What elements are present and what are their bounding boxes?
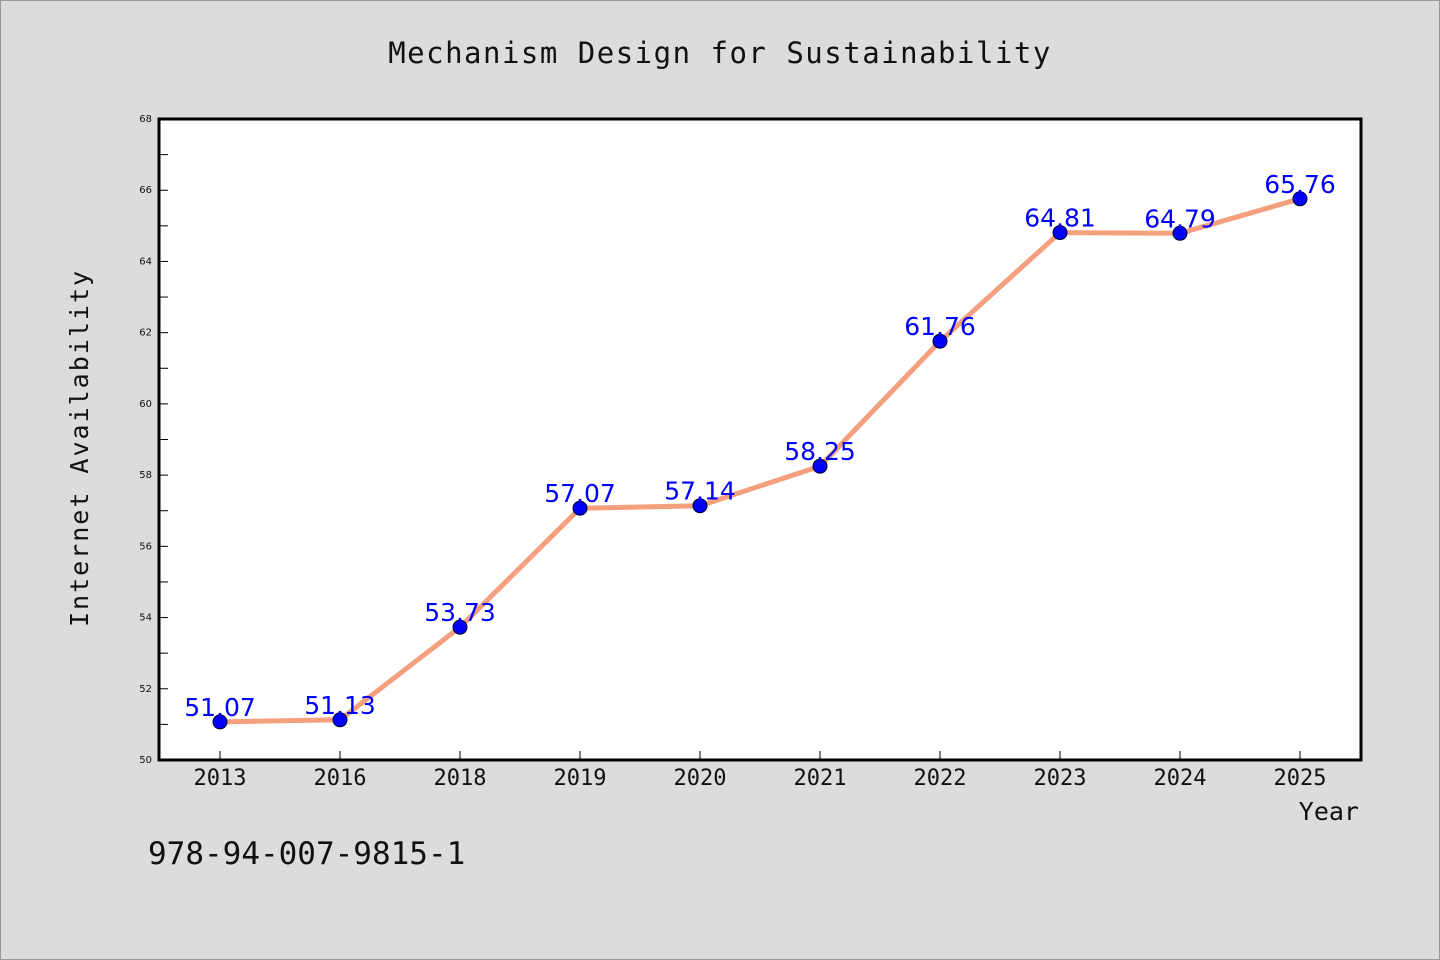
data-point-marker bbox=[1292, 191, 1308, 207]
y-tick-label: 52 bbox=[139, 684, 152, 695]
x-tick-label: 2021 bbox=[794, 766, 847, 791]
y-tick-label: 62 bbox=[139, 328, 152, 339]
y-tick-label: 58 bbox=[139, 470, 152, 481]
x-tick-label: 2019 bbox=[554, 766, 607, 791]
x-tick-label: 2020 bbox=[674, 766, 727, 791]
chart-title: Mechanism Design for Sustainability bbox=[388, 36, 1052, 70]
y-tick-label: 66 bbox=[139, 185, 152, 196]
y-axis-label: Internet Availability bbox=[65, 269, 94, 627]
data-point-marker bbox=[572, 500, 588, 516]
x-tick-label: 2013 bbox=[194, 766, 247, 791]
data-point-marker bbox=[932, 333, 948, 349]
x-tick-label: 2022 bbox=[914, 766, 967, 791]
data-point-marker bbox=[212, 714, 228, 730]
data-labels: 51.07 51.13 53.73 57.07 57.14 58.25 61.76 64.81… bbox=[184, 170, 1336, 722]
data-point-marker bbox=[812, 458, 828, 474]
x-axis: 2013 2016 2018 2019 2020 2021 2022 2023 2024 2025 bbox=[194, 751, 1327, 791]
y-axis: 50 52 54 56 58 60 62 64 66 68 bbox=[139, 114, 168, 766]
x-tick-label: 2023 bbox=[1034, 766, 1087, 791]
data-label: 57.07 bbox=[544, 479, 616, 508]
y-tick-label: 64 bbox=[139, 256, 152, 267]
data-point-marker bbox=[692, 498, 708, 514]
y-tick-label: 68 bbox=[139, 114, 152, 125]
data-label: 51.07 bbox=[184, 693, 256, 722]
data-label: 64.81 bbox=[1024, 204, 1096, 233]
data-label: 61.76 bbox=[904, 312, 976, 341]
series-path bbox=[217, 196, 1303, 725]
x-tick-label: 2018 bbox=[434, 766, 487, 791]
y-tick-label: 60 bbox=[139, 399, 152, 410]
series-markers bbox=[212, 191, 1308, 730]
data-label: 64.79 bbox=[1144, 204, 1216, 233]
data-label: 57.14 bbox=[664, 477, 736, 506]
y-tick-label: 56 bbox=[139, 541, 152, 552]
y-tick-label: 54 bbox=[139, 613, 152, 624]
x-tick-label: 2024 bbox=[1154, 766, 1207, 791]
x-tick-label: 2016 bbox=[314, 766, 367, 791]
data-point-marker bbox=[1052, 225, 1068, 241]
data-label: 53.73 bbox=[424, 598, 496, 627]
data-point-marker bbox=[452, 619, 468, 635]
footnote-isbn: 978-94-007-9815-1 bbox=[148, 836, 465, 872]
data-label: 65.76 bbox=[1264, 170, 1336, 199]
x-axis-label: Year bbox=[1299, 797, 1359, 826]
data-point-marker bbox=[332, 712, 348, 728]
data-label: 51.13 bbox=[304, 691, 376, 720]
data-label: 58.25 bbox=[784, 437, 856, 466]
plot-area bbox=[157, 117, 1363, 762]
y-tick-label: 50 bbox=[139, 755, 152, 766]
series-line bbox=[217, 196, 1303, 725]
x-tick-label: 2025 bbox=[1274, 766, 1327, 791]
data-point-marker bbox=[1172, 225, 1188, 241]
